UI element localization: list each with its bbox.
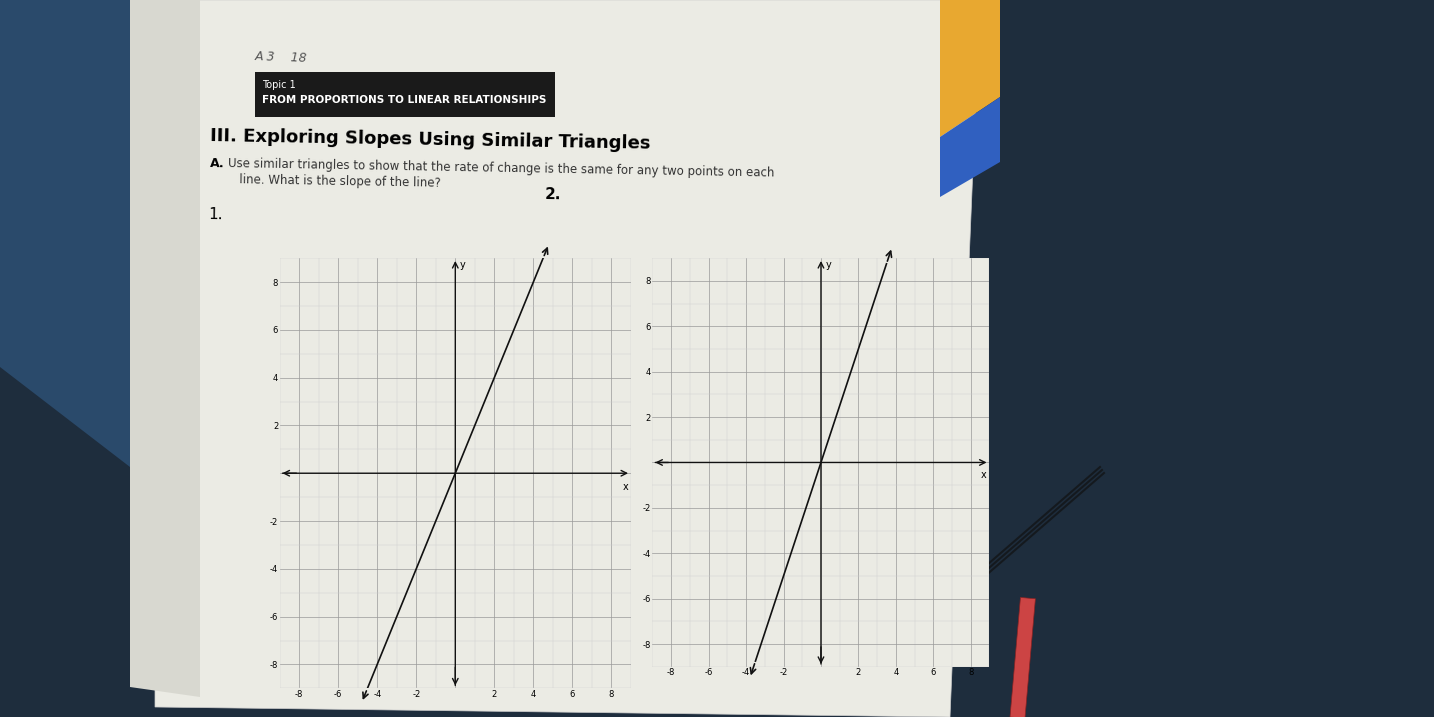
Text: Topic 1: Topic 1 [262, 80, 295, 90]
Text: y: y [460, 260, 466, 270]
Text: x: x [622, 482, 628, 492]
Polygon shape [941, 0, 999, 137]
Text: line. What is the slope of the line?: line. What is the slope of the line? [228, 173, 440, 190]
Polygon shape [0, 0, 130, 467]
Text: FROM PROPORTIONS TO LINEAR RELATIONSHIPS: FROM PROPORTIONS TO LINEAR RELATIONSHIPS [262, 95, 546, 105]
FancyBboxPatch shape [255, 72, 555, 117]
Text: 1.: 1. [208, 207, 222, 222]
Text: III. Exploring Slopes Using Similar Triangles: III. Exploring Slopes Using Similar Tria… [209, 127, 651, 153]
Text: y: y [826, 260, 832, 270]
Polygon shape [130, 0, 199, 697]
Bar [1010, 597, 1035, 717]
Polygon shape [941, 97, 999, 197]
Polygon shape [155, 0, 979, 717]
Text: A 3    18: A 3 18 [255, 50, 308, 65]
Text: x: x [981, 470, 987, 480]
Text: A.: A. [209, 157, 225, 170]
Text: Use similar triangles to show that the rate of change is the same for any two po: Use similar triangles to show that the r… [228, 157, 774, 179]
Text: 2.: 2. [545, 187, 562, 202]
